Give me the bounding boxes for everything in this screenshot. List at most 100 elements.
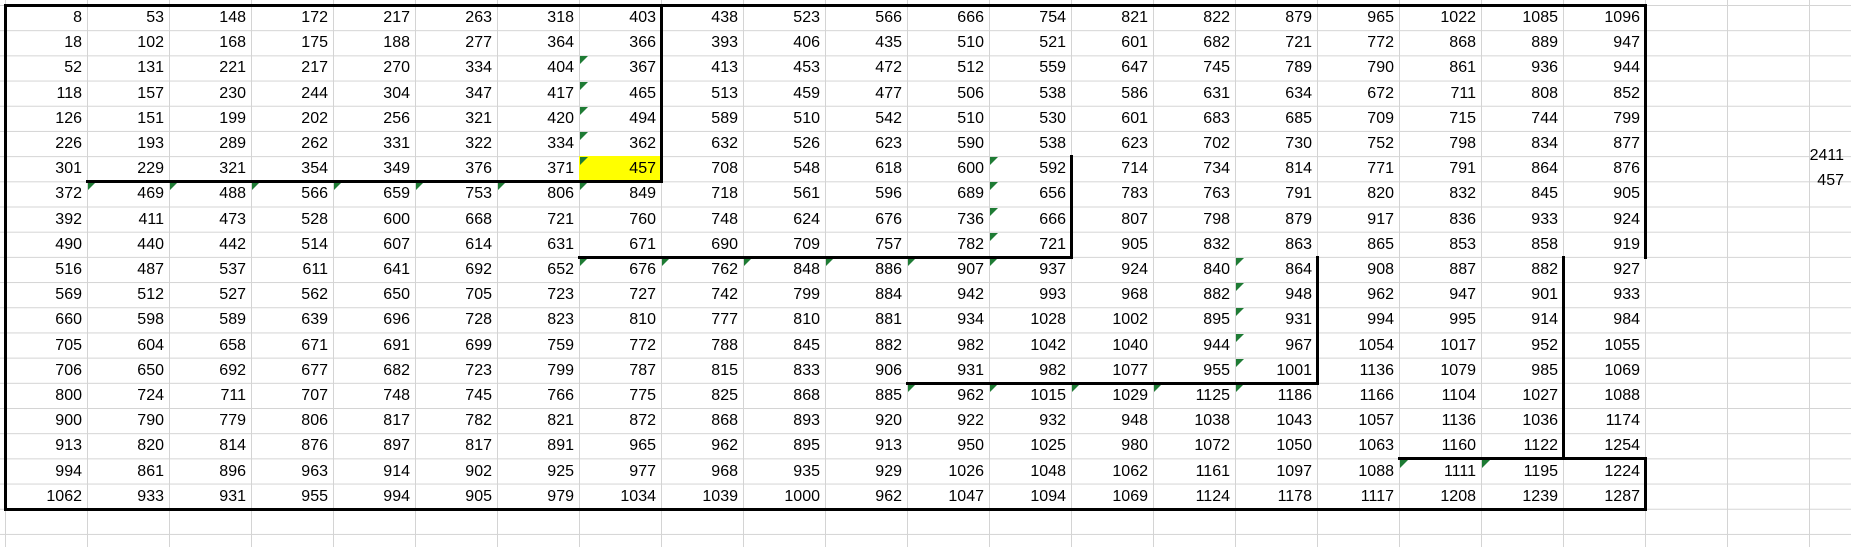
cell-r13-c3[interactable]: 589	[219, 311, 246, 329]
cell-r5-c20[interactable]: 799	[1613, 109, 1640, 127]
cell-r20-c12[interactable]: 1047	[948, 487, 984, 505]
cell-r3-c18[interactable]: 861	[1449, 59, 1476, 77]
cell-r3-c11[interactable]: 472	[875, 59, 902, 77]
cell-r9-c5[interactable]: 600	[383, 210, 410, 228]
cell-r19-c8[interactable]: 977	[629, 462, 656, 480]
cell-r8-c5[interactable]: 659	[383, 185, 410, 203]
cell-r12-c12[interactable]: 942	[957, 286, 984, 304]
cell-r17-c16[interactable]: 1043	[1276, 412, 1312, 430]
cell-r5-c16[interactable]: 685	[1285, 109, 1312, 127]
cell-r14-c15[interactable]: 944	[1203, 336, 1230, 354]
cell-r8-c16[interactable]: 791	[1285, 185, 1312, 203]
cell-r14-c4[interactable]: 671	[301, 336, 328, 354]
cell-r13-c15[interactable]: 895	[1203, 311, 1230, 329]
cell-r9-c6[interactable]: 668	[465, 210, 492, 228]
cell-r4-c3[interactable]: 230	[219, 84, 246, 102]
cell-r13-c20[interactable]: 984	[1613, 311, 1640, 329]
cell-r8-c4[interactable]: 566	[301, 185, 328, 203]
cell-r11-c13[interactable]: 937	[1039, 261, 1066, 278]
cell-r5-c4[interactable]: 202	[301, 109, 328, 127]
cell-r14-c7[interactable]: 759	[547, 336, 574, 354]
cell-r6-c17[interactable]: 752	[1367, 135, 1394, 152]
cell-r4-c4[interactable]: 244	[301, 84, 328, 102]
cell-r3-c8[interactable]: 367	[629, 59, 656, 77]
cell-r15-c14[interactable]: 1077	[1112, 361, 1148, 379]
cell-r1-c18[interactable]: 1022	[1440, 9, 1476, 26]
cell-r9-c14[interactable]: 807	[1121, 210, 1148, 228]
cell-r1-c6[interactable]: 263	[465, 9, 492, 26]
cell-r3-c7[interactable]: 404	[547, 59, 574, 77]
cell-r16-c15[interactable]: 1125	[1195, 387, 1230, 404]
cell-r7-c15[interactable]: 734	[1203, 160, 1230, 178]
cell-r13-c13[interactable]: 1028	[1030, 311, 1066, 329]
cell-r6-c12[interactable]: 590	[957, 135, 984, 152]
cell-r15-c5[interactable]: 682	[383, 361, 410, 379]
cell-r16-c2[interactable]: 724	[137, 387, 164, 404]
cell-r5-c8[interactable]: 494	[629, 109, 656, 127]
cell-r2-c12[interactable]: 510	[957, 34, 984, 52]
cell-r2-c2[interactable]: 102	[137, 34, 164, 52]
cell-r17-c5[interactable]: 817	[383, 412, 410, 430]
cell-r5-c10[interactable]: 510	[793, 109, 820, 127]
cell-r16-c5[interactable]: 748	[383, 387, 410, 404]
cell-r10-c15[interactable]: 832	[1203, 235, 1230, 253]
cell-r20-c15[interactable]: 1124	[1195, 487, 1230, 505]
cell-r18-c17[interactable]: 1063	[1358, 437, 1394, 455]
cell-r4-c15[interactable]: 631	[1203, 84, 1230, 102]
cell-r6-c9[interactable]: 632	[711, 135, 738, 152]
cell-r14-c1[interactable]: 705	[55, 336, 82, 354]
cell-r2-c4[interactable]: 175	[301, 34, 328, 52]
cell-r9-c11[interactable]: 676	[875, 210, 902, 228]
cell-r7-c20[interactable]: 876	[1613, 160, 1640, 178]
cell-r14-c5[interactable]: 691	[383, 336, 410, 354]
cell-r14-c6[interactable]: 699	[465, 336, 492, 354]
cell-r11-c11[interactable]: 886	[875, 261, 902, 278]
cell-r1-c14[interactable]: 821	[1121, 9, 1148, 26]
cell-r9-c16[interactable]: 879	[1285, 210, 1312, 228]
cell-r12-c4[interactable]: 562	[301, 286, 328, 304]
cell-r20-c9[interactable]: 1039	[702, 487, 738, 505]
cell-r15-c16[interactable]: 1001	[1276, 361, 1312, 379]
cell-r9-c20[interactable]: 924	[1613, 210, 1640, 228]
cell-r6-c16[interactable]: 730	[1285, 135, 1312, 152]
cell-r8-c12[interactable]: 689	[957, 185, 984, 203]
cell-r14-c19[interactable]: 952	[1531, 336, 1558, 354]
cell-r10-c19[interactable]: 858	[1531, 235, 1558, 253]
cell-r17-c13[interactable]: 932	[1039, 412, 1066, 430]
cell-r8-c8[interactable]: 849	[629, 185, 656, 203]
cell-r5-c12[interactable]: 510	[957, 109, 984, 127]
cell-r6-c11[interactable]: 623	[875, 135, 902, 152]
cell-r19-c1[interactable]: 994	[55, 462, 82, 480]
cell-r4-c19[interactable]: 808	[1531, 84, 1558, 102]
cell-r2-c19[interactable]: 889	[1531, 34, 1558, 52]
cell-r12-c7[interactable]: 723	[547, 286, 574, 304]
cell-r2-c9[interactable]: 393	[711, 34, 738, 52]
cell-r7-c18[interactable]: 791	[1449, 160, 1476, 178]
cell-r4-c18[interactable]: 711	[1450, 84, 1476, 102]
cell-r17-c4[interactable]: 806	[301, 412, 328, 430]
cell-r1-c4[interactable]: 172	[301, 9, 328, 26]
cell-r18-c9[interactable]: 962	[711, 437, 738, 455]
cell-r7-c8[interactable]: 457	[579, 156, 661, 182]
cell-r18-c20[interactable]: 1254	[1604, 437, 1640, 455]
cell-r5-c3[interactable]: 199	[219, 109, 246, 127]
cell-r1-c17[interactable]: 965	[1367, 9, 1394, 26]
cell-r20-c2[interactable]: 933	[137, 487, 164, 505]
cell-r3-c5[interactable]: 270	[383, 59, 410, 77]
cell-r19-c16[interactable]: 1097	[1276, 462, 1312, 480]
cell-r6-c15[interactable]: 702	[1203, 135, 1230, 152]
cell-r17-c11[interactable]: 920	[875, 412, 902, 430]
cell-r20-c8[interactable]: 1034	[620, 487, 656, 505]
cell-r7-c19[interactable]: 864	[1531, 160, 1558, 178]
cell-r14-c9[interactable]: 788	[711, 336, 738, 354]
cell-r2-c16[interactable]: 721	[1285, 34, 1312, 52]
cell-r14-c14[interactable]: 1040	[1112, 336, 1148, 354]
cell-r9-c18[interactable]: 836	[1449, 210, 1476, 228]
cell-r1-c7[interactable]: 318	[547, 9, 574, 26]
cell-r16-c4[interactable]: 707	[301, 387, 328, 404]
cell-r8-c2[interactable]: 469	[137, 185, 164, 203]
cell-r20-c3[interactable]: 931	[219, 487, 246, 505]
cell-r10-c9[interactable]: 690	[711, 235, 738, 253]
cell-r11-c1[interactable]: 516	[55, 261, 82, 278]
cell-r7-c4[interactable]: 354	[301, 160, 328, 178]
